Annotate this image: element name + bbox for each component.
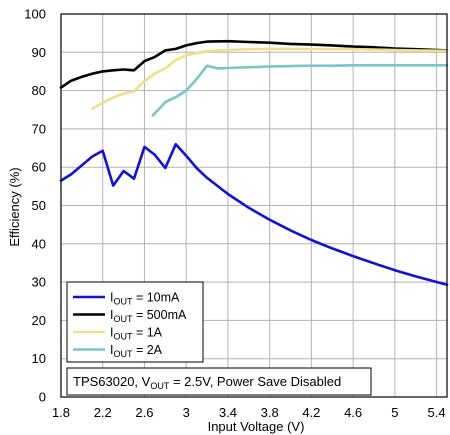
x-tick-label: 4.2 (302, 405, 320, 420)
y-tick-label: 80 (32, 83, 46, 98)
x-tick-label: 4.6 (344, 405, 362, 420)
y-tick-label: 90 (32, 45, 46, 60)
tick-labels: 1.8 2.2 2.6 3 3.4 3.8 4.2 4.6 5 5.4 0 10 20 30 40 50 60 7… (24, 7, 445, 421)
series-line-3 (151, 64, 449, 117)
x-tick-label: 3 (183, 405, 190, 420)
legend-label-1: IOUT = 500mA (110, 308, 187, 324)
y-tick-label: 70 (32, 121, 46, 136)
series-line-1 (59, 39, 449, 89)
x-tick-label: 5.4 (428, 405, 446, 420)
series-line-0 (59, 142, 449, 287)
y-tick-label: 100 (24, 7, 46, 22)
legend-label-3: IOUT = 2A (110, 343, 163, 359)
y-axis-title: Efficiency (%) (7, 167, 22, 246)
y-tick-label: 60 (32, 160, 46, 175)
x-tick-label: 2.6 (135, 405, 153, 420)
annotation-box: TPS63020, VOUT = 2.5V, Power Save Disabl… (66, 367, 372, 396)
annotation-frame (66, 367, 372, 396)
plot-frame (60, 13, 448, 398)
legend-label-2: IOUT = 1A (110, 326, 163, 342)
x-tick-label: 3.4 (219, 405, 237, 420)
y-tick-label: 0 (39, 390, 46, 405)
y-tick-label: 30 (32, 275, 46, 290)
x-axis-title: Input Voltage (V) (208, 419, 305, 434)
y-tick-label: 50 (32, 198, 46, 213)
x-tick-label: 1.8 (52, 405, 70, 420)
x-tick-label: 5 (391, 405, 398, 420)
x-tick-label: 2.2 (94, 405, 112, 420)
y-tick-label: 20 (32, 313, 46, 328)
y-tick-label: 10 (32, 351, 46, 366)
annotation-text: TPS63020, VOUT = 2.5V, Power Save Disabl… (73, 374, 341, 391)
plot-border (60, 13, 448, 398)
series-line-2 (91, 47, 449, 110)
x-tick-label: 3.8 (261, 405, 279, 420)
y-tick-label: 40 (32, 236, 46, 251)
series-lines (59, 39, 449, 287)
legend-label-0: IOUT = 10mA (110, 291, 180, 307)
